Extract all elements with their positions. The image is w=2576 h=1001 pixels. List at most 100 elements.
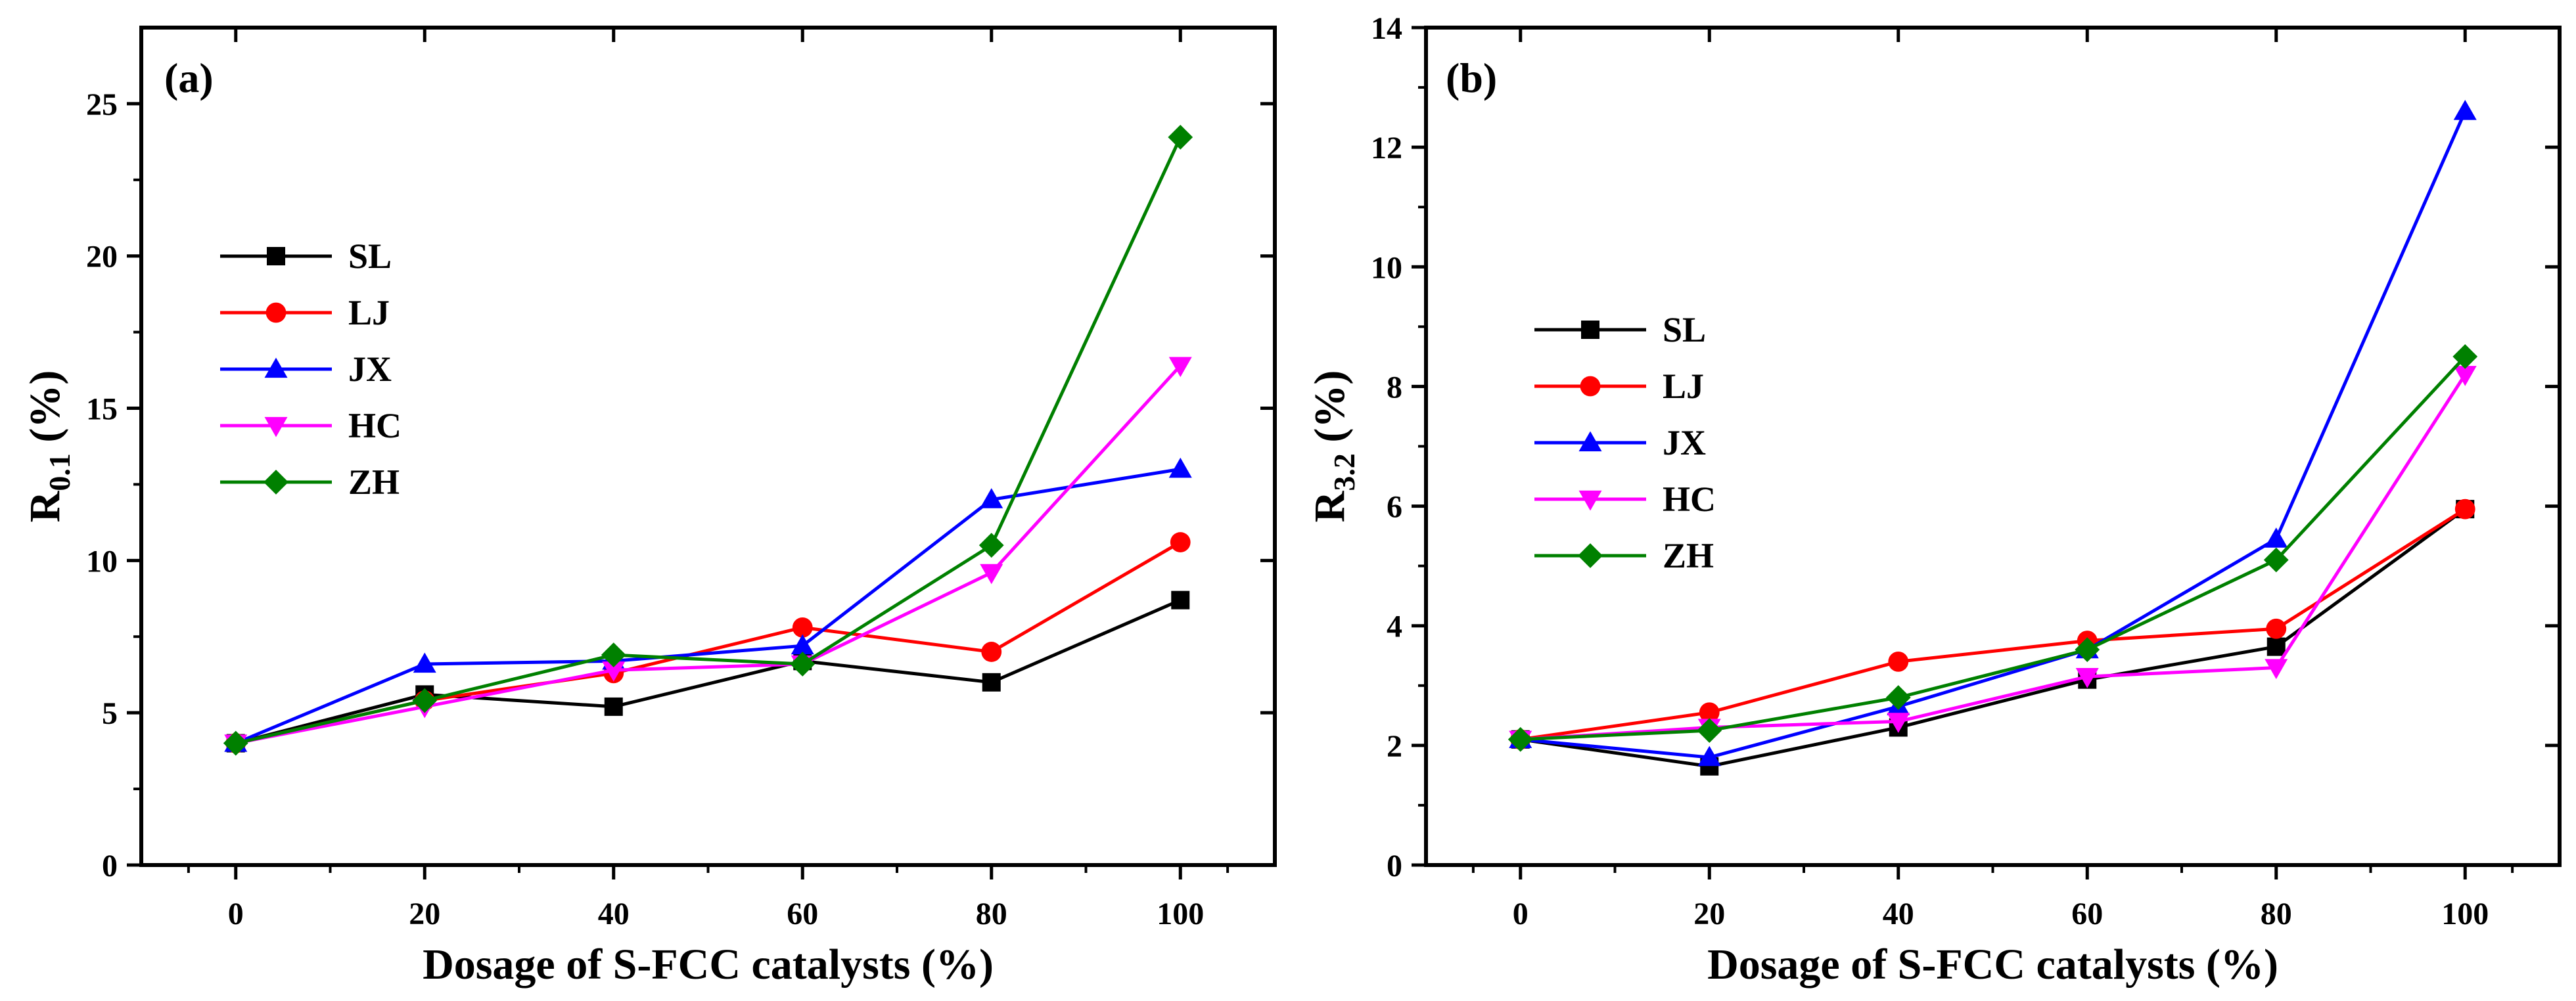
x-tick-label: 20 xyxy=(1693,897,1725,931)
data-point-zh xyxy=(412,688,438,713)
data-point-lj xyxy=(2266,618,2287,639)
panel-label: (b) xyxy=(1446,55,1497,101)
x-tick-label: 40 xyxy=(598,897,630,931)
panel-label: (a) xyxy=(164,55,214,101)
x-tick-label: 60 xyxy=(2071,897,2103,931)
data-point-jx xyxy=(791,634,814,655)
legend: SL LJ JX HC ZH xyxy=(220,236,402,502)
data-point-zh xyxy=(2452,344,2478,369)
data-point-sl xyxy=(2266,637,2286,656)
x-tick-label: 100 xyxy=(2441,897,2489,931)
legend-marker-sl xyxy=(1581,321,1599,339)
y-tick-label: 10 xyxy=(86,544,118,579)
data-point-zh xyxy=(1168,125,1193,150)
data-point-lj xyxy=(1170,532,1191,552)
y-axis-label-main: R xyxy=(1306,490,1354,522)
series-lj xyxy=(1510,499,2475,750)
x-tick-label: 0 xyxy=(1513,897,1529,931)
data-point-jx xyxy=(2453,100,2477,120)
data-point-lj xyxy=(981,642,1002,662)
data-point-zh xyxy=(790,652,816,677)
y-axis-label-subscript: 0.1 xyxy=(43,453,76,491)
data-point-zh xyxy=(1885,685,1911,710)
y-tick-label: 25 xyxy=(86,87,118,122)
y-axis-label: R3.2 (%) xyxy=(1306,370,1361,523)
series-line-sl xyxy=(235,598,1182,745)
legend-marker-jx xyxy=(1578,431,1602,452)
legend-marker-jx xyxy=(264,357,288,378)
data-point-hc xyxy=(1168,357,1192,378)
data-point-hc xyxy=(1887,713,1910,733)
data-point-jx xyxy=(413,652,436,673)
y-axis-label-unit: (%) xyxy=(21,370,69,453)
data-point-lj xyxy=(2454,499,2475,520)
y-tick-label: 10 xyxy=(1371,250,1402,285)
y-tick-label: 0 xyxy=(1387,849,1402,883)
legend-label-zh: ZH xyxy=(348,462,400,502)
series-hc xyxy=(1509,366,2477,751)
data-point-hc xyxy=(980,564,1003,585)
legend-label-sl: SL xyxy=(348,236,392,276)
data-point-hc xyxy=(2453,366,2477,386)
data-point-zh xyxy=(1507,726,1533,752)
data-point-jx xyxy=(1697,745,1721,767)
legend-label-zh: ZH xyxy=(1663,536,1714,575)
y-tick-label: 14 xyxy=(1371,11,1402,46)
legend-label-lj: LJ xyxy=(348,293,390,332)
x-tick-label: 40 xyxy=(1883,897,1914,931)
data-point-zh xyxy=(978,533,1004,558)
legend-marker-hc xyxy=(1578,490,1602,511)
y-axis-label-unit: (%) xyxy=(1306,370,1354,453)
y-axis-label: R0.1 (%) xyxy=(21,370,76,523)
series-line-sl xyxy=(1520,508,2466,768)
series-line-zh xyxy=(1520,355,2467,742)
legend-label-hc: HC xyxy=(348,406,402,445)
x-tick-label: 0 xyxy=(228,897,244,931)
x-axis-label: Dosage of S-FCC catalysts (%) xyxy=(1707,941,2278,989)
data-point-sl xyxy=(604,697,623,716)
series-line-lj xyxy=(1520,508,2466,742)
legend-marker-zh xyxy=(264,470,288,495)
series-lj xyxy=(225,532,1191,753)
y-tick-label: 12 xyxy=(1371,131,1402,166)
legend-label-hc: HC xyxy=(1663,479,1716,519)
series-zh xyxy=(223,125,1193,756)
data-point-zh xyxy=(601,642,626,667)
legend-label-jx: JX xyxy=(348,349,392,389)
legend-marker-lj xyxy=(265,302,287,323)
y-axis-label-main: R xyxy=(21,490,69,522)
legend-marker-zh xyxy=(1578,543,1603,568)
x-tick-label: 20 xyxy=(409,897,440,931)
data-point-sl xyxy=(1171,590,1190,610)
series-jx xyxy=(1509,100,2477,767)
legend-marker-sl xyxy=(267,247,285,265)
x-tick-label: 80 xyxy=(2261,897,2292,931)
legend-label-sl: SL xyxy=(1663,310,1706,349)
y-tick-label: 0 xyxy=(102,849,118,883)
data-point-jx xyxy=(980,488,1003,508)
x-tick-label: 80 xyxy=(976,897,1007,931)
data-point-hc xyxy=(2265,659,2288,679)
y-tick-label: 6 xyxy=(1387,490,1402,525)
data-point-lj xyxy=(1888,651,1909,672)
series-line-hc xyxy=(1520,373,2467,742)
data-point-lj xyxy=(792,617,813,638)
data-point-sl xyxy=(982,673,1001,692)
legend: SL LJ JX HC ZH xyxy=(1534,310,1716,575)
y-tick-label: 20 xyxy=(86,240,118,275)
chart-panel-a: 0 20 40 60 80 100 0 5 10 15 20 25 Dosage of S-FCC ca… xyxy=(21,26,1277,989)
data-point-zh xyxy=(1697,718,1722,743)
series-line-jx xyxy=(235,467,1181,745)
data-point-zh xyxy=(2263,547,2289,573)
y-tick-label: 8 xyxy=(1387,370,1402,405)
series-zh xyxy=(1507,344,2478,752)
y-tick-label: 5 xyxy=(102,696,118,731)
y-tick-label: 4 xyxy=(1387,610,1402,644)
y-tick-label: 15 xyxy=(86,392,118,427)
series-line-jx xyxy=(1520,110,2467,759)
chart-panel-b: 0 20 40 60 80 100 0 2 4 6 8 10 12 14 Dosage of S-FCC c… xyxy=(1306,11,2562,989)
legend-label-lj: LJ xyxy=(1663,367,1704,406)
data-point-zh xyxy=(223,730,248,756)
x-axis-label: Dosage of S-FCC catalysts (%) xyxy=(423,941,994,989)
